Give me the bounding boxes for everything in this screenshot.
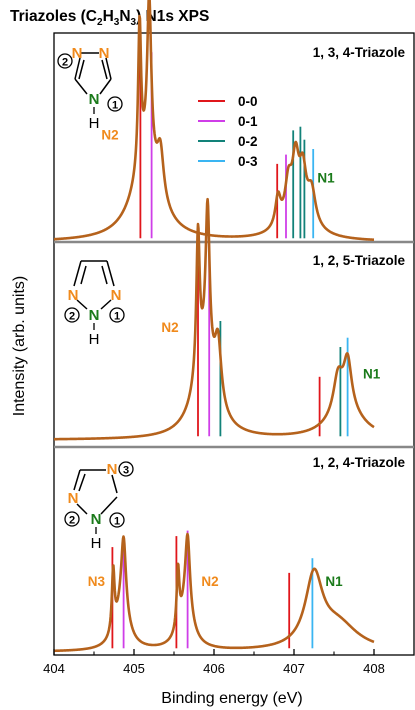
- peak-label-2-1: N2: [161, 320, 178, 335]
- panel-title-124: 1, 2, 4-Triazole: [313, 455, 406, 470]
- peak-label-1-1: N2: [101, 128, 118, 143]
- atom-number: 2: [62, 57, 68, 69]
- atom-n3: N: [107, 461, 118, 478]
- bond: [105, 57, 112, 80]
- ring-number-circle: [109, 512, 125, 528]
- x-tick-label-407: 407: [283, 661, 305, 676]
- atom-number: 2: [69, 311, 75, 323]
- legend-label-0-1: 0-1: [238, 114, 258, 129]
- bond: [74, 78, 88, 95]
- x-tick-label-404: 404: [43, 661, 65, 676]
- legend-label-0-2: 0-2: [238, 134, 258, 149]
- spectrum-curve-1: [53, 0, 375, 242]
- spectrum-curve-2: [53, 197, 375, 441]
- atom-n1: N: [89, 91, 100, 108]
- bond: [111, 474, 118, 494]
- x-tick-label-405: 405: [123, 661, 145, 676]
- peak-label-2-2: N1: [363, 367, 381, 382]
- legend-label-0-3: 0-3: [238, 154, 258, 169]
- panel-title-134: 1, 3, 4-Triazole: [313, 45, 406, 60]
- atom-n1: N: [89, 307, 100, 324]
- peak-label-3-1: N3: [88, 574, 106, 589]
- bond: [106, 260, 115, 287]
- atom-number: 1: [112, 100, 118, 112]
- atom-h: H: [89, 115, 100, 132]
- peak-label-1-2: N1: [317, 171, 335, 186]
- bond: [99, 78, 112, 95]
- atom-n1: N: [91, 511, 102, 528]
- atom-h: H: [89, 331, 100, 348]
- bond: [74, 57, 81, 80]
- atom-number: 1: [114, 516, 120, 528]
- atom-n-left: N: [68, 287, 79, 304]
- y-axis-label: Intensity (arb. units): [11, 276, 28, 417]
- atom-n-right: N: [111, 287, 122, 304]
- ring-number-circle: [118, 461, 134, 477]
- molecule-125: N 2 N 1 N H: [64, 260, 125, 348]
- peak-label-3-2: N2: [201, 574, 218, 589]
- atom-number: 3: [123, 465, 129, 477]
- x-axis-label: Binding energy (eV): [161, 690, 302, 707]
- bond: [78, 473, 86, 492]
- molecule-134: N 2 N N 1 H: [57, 45, 123, 132]
- molecule-124: N 3 N 2 N 1 H: [64, 461, 134, 552]
- legend: 0-0 0-1 0-2 0-3: [198, 94, 258, 169]
- x-tick-label-408: 408: [363, 661, 385, 676]
- atom-n3: N: [99, 45, 110, 62]
- ring-number-circle: [57, 53, 73, 69]
- atom-n2: N: [72, 45, 83, 62]
- bond: [101, 265, 108, 285]
- spectrum-curve-3: [53, 532, 375, 653]
- ring-number-circle: [64, 511, 80, 527]
- legend-label-0-0: 0-0: [238, 94, 258, 109]
- x-tick-label-406: 406: [203, 661, 225, 676]
- bond: [76, 503, 88, 515]
- bond: [78, 59, 85, 80]
- atom-h: H: [91, 535, 102, 552]
- ring-number-circle: [64, 307, 80, 323]
- ring-number-circle: [107, 96, 123, 112]
- peak-label-3-3: N1: [325, 574, 343, 589]
- atom-number: 1: [114, 311, 120, 323]
- plot-frame: [53, 32, 415, 656]
- bond: [73, 469, 81, 491]
- bond: [80, 265, 87, 285]
- bond: [100, 496, 118, 515]
- panel-title-125: 1, 2, 5-Triazole: [313, 253, 406, 268]
- bond: [100, 299, 112, 310]
- bond: [101, 59, 108, 80]
- bond: [76, 299, 88, 310]
- atom-n2: N: [68, 490, 79, 507]
- chart-title: Triazoles (C2H3N3) N1s XPS: [10, 8, 209, 28]
- atom-number: 2: [69, 515, 75, 527]
- ring-number-circle: [109, 307, 125, 323]
- bond: [73, 260, 82, 287]
